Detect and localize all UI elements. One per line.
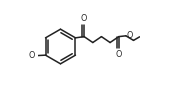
Text: O: O: [81, 14, 87, 23]
Text: O: O: [127, 31, 133, 40]
Text: O: O: [29, 51, 35, 60]
Text: O: O: [116, 50, 122, 59]
